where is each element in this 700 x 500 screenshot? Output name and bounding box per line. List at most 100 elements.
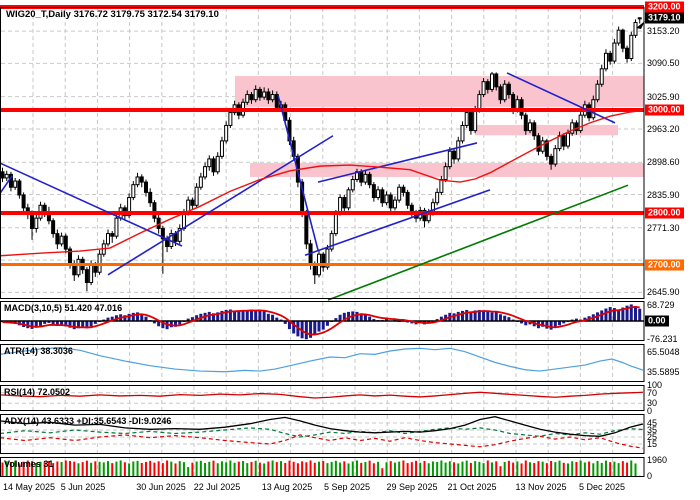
macd-histogram-bar [169, 321, 173, 328]
volume-bar [301, 461, 304, 476]
volume-bar [98, 461, 101, 476]
candle-down [523, 114, 528, 132]
volume-bar [427, 463, 430, 476]
volume-bar [275, 462, 278, 476]
trendline-ascending-green-support[interactable] [327, 184, 629, 301]
trendline-ascending-channel-lower[interactable] [304, 189, 491, 256]
trendline-ascending-june[interactable] [107, 135, 334, 276]
rsi-axis-label: 70 [647, 387, 658, 398]
volume-bar [263, 463, 266, 476]
volume-bar [102, 462, 105, 476]
trendline-descending-may[interactable] [0, 162, 183, 247]
volume-bar [212, 460, 215, 476]
volume-bar [583, 462, 586, 476]
price-axis-label: 3025.90 [647, 91, 680, 102]
macd-histogram-bar [233, 310, 237, 321]
macd-histogram-bar [608, 307, 612, 321]
volume-bar [246, 463, 249, 476]
candle-up [59, 235, 64, 245]
macd-histogram-bar [30, 321, 34, 329]
volume-bar [115, 461, 118, 476]
volume-bar [431, 461, 434, 476]
candle-up [198, 176, 203, 188]
trendline-ascending-channel-upper[interactable] [317, 142, 478, 183]
candle-up [540, 140, 545, 152]
candle-down [190, 199, 195, 206]
volume-bar [596, 460, 599, 476]
macd-histogram-bar [190, 317, 194, 321]
macd-histogram-bar [482, 310, 486, 321]
macd-axis-label: 0.00 [645, 315, 669, 327]
macd-histogram-bar [456, 311, 460, 321]
macd-panel-border [0, 301, 645, 341]
candle-down [536, 135, 541, 152]
volume-bar [419, 462, 422, 476]
volume-bar [457, 463, 460, 476]
adx-axis-label: 25 [647, 432, 658, 442]
macd-signal-line [2, 306, 640, 336]
vol-panel-border [0, 457, 645, 477]
candle-up [553, 148, 558, 165]
candle-down [625, 47, 630, 60]
trendline-descending-november[interactable] [506, 72, 616, 124]
macd-histogram-bar [545, 321, 549, 329]
volume-bar [355, 460, 358, 476]
adx-panel-border [0, 414, 645, 454]
candle-down [371, 184, 376, 199]
candle-down [561, 135, 566, 147]
macd-axis-label: -76.231 [647, 334, 678, 345]
macd-histogram-bar [503, 315, 507, 321]
volume-bar [18, 463, 21, 476]
candle-up [565, 132, 570, 147]
price-axis-label: 3000.00 [645, 104, 684, 116]
macd-histogram-bar [55, 321, 59, 326]
volume-bar [410, 462, 413, 476]
macd-histogram-bar [60, 321, 64, 326]
candle-down [0, 171, 5, 179]
volume-bar [613, 461, 616, 476]
volume-bar [592, 463, 595, 476]
candle-down [173, 233, 178, 242]
volume-bar [81, 462, 84, 476]
adx-plus-di-line [0, 427, 644, 438]
volume-bar [566, 463, 569, 476]
candle-up [333, 212, 338, 235]
volume-bar [440, 460, 443, 476]
atr-panel-border [0, 344, 645, 382]
volume-bar [334, 460, 337, 476]
macd-histogram-bar [600, 310, 604, 321]
candle-down [110, 233, 115, 237]
candle-down [304, 212, 309, 245]
volume-bar [630, 460, 633, 476]
resistance-zone-upper[interactable] [235, 76, 644, 107]
candle-down [21, 194, 26, 209]
volume-bar [170, 461, 173, 476]
arrow-annotation[interactable] [636, 21, 645, 29]
volume-bar [385, 462, 388, 476]
candle-up [595, 83, 600, 101]
macd-histogram-bar [220, 310, 224, 321]
macd-histogram-bar [524, 321, 528, 326]
volume-bar [254, 460, 257, 476]
volume-bar [309, 460, 312, 476]
macd-histogram-bar [64, 321, 68, 327]
macd-histogram-bar [89, 321, 93, 327]
candle-down [405, 191, 410, 206]
candle-down [549, 155, 554, 165]
trendline-short-left-segment[interactable] [0, 175, 13, 194]
support-zone-mid[interactable] [475, 124, 618, 136]
trendline-descending-september[interactable] [277, 94, 319, 251]
candle-up [329, 233, 334, 250]
macd-histogram-bar [347, 311, 351, 321]
candle-up [616, 29, 621, 44]
adx-axis-label: 45 [647, 418, 658, 428]
candle-up [460, 124, 465, 142]
candle-up [629, 34, 634, 59]
macd-histogram-bar [617, 309, 621, 321]
volume-bar [161, 463, 164, 476]
volume-bar [250, 461, 253, 476]
price-axis-label: 2771.30 [647, 222, 680, 233]
atr-label: ATR(14) 38.3036 [4, 346, 73, 356]
